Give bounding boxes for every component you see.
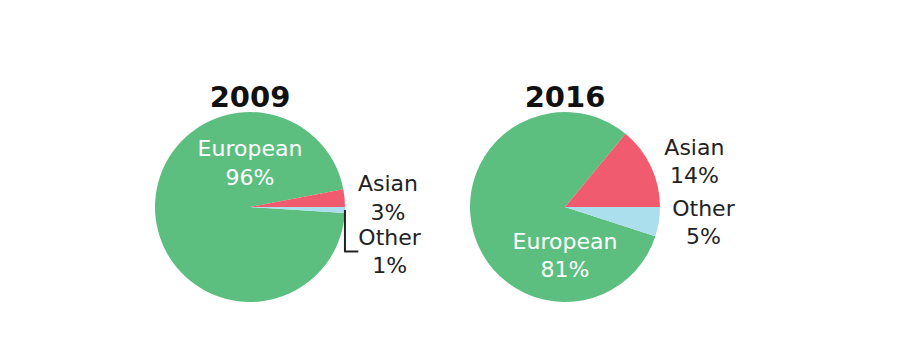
svg-text:Asian14%: Asian14% (664, 135, 724, 189)
svg-text:Other1%: Other1% (358, 225, 421, 279)
svg-text:Asian3%: Asian3% (358, 171, 418, 225)
svg-text:European96%: European96% (198, 136, 303, 190)
svg-text:European81%: European81% (513, 229, 618, 283)
svg-text:2009: 2009 (210, 80, 291, 114)
svg-text:2016: 2016 (525, 80, 606, 114)
svg-text:Other5%: Other5% (672, 196, 735, 250)
